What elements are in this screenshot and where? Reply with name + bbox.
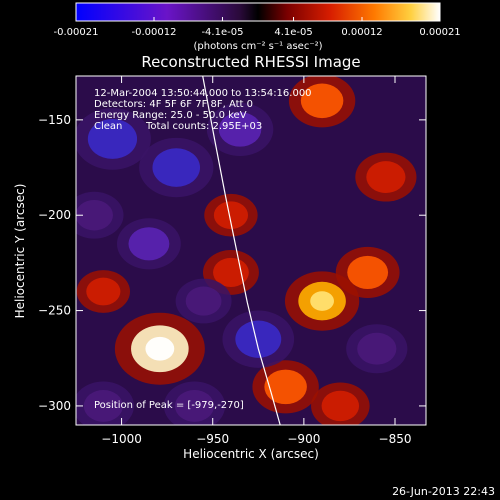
y-axis-label: Heliocentric Y (arcsec) xyxy=(13,184,27,319)
heatmap-blob xyxy=(185,286,222,316)
peak-position-label: Position of Peak = [-979,-270] xyxy=(94,400,244,411)
colorbar xyxy=(76,3,440,21)
y-tick-label: −300 xyxy=(38,399,71,413)
heatmap-blob xyxy=(347,255,389,290)
y-tick-label: −250 xyxy=(38,304,71,318)
info-time-range: 12-Mar-2004 13:50:44.000 to 13:54:16.000 xyxy=(94,88,312,99)
solar-limb-line xyxy=(202,76,281,425)
heatmap-blob xyxy=(264,369,307,405)
heatmap-blob xyxy=(357,332,397,365)
heatmap-blob xyxy=(300,83,344,119)
heatmap-blob xyxy=(76,199,113,231)
plot-frame xyxy=(75,75,427,426)
info-total-counts: Total counts: 2.95E+03 xyxy=(145,121,262,132)
heatmap-blob xyxy=(235,320,282,358)
heatmap-blob xyxy=(366,161,406,193)
y-tick-label: −150 xyxy=(38,113,71,127)
axis-ticks: −1000 −950 −900 −850 −150 −200 −250 −300 xyxy=(38,76,426,446)
heatmap-blob xyxy=(128,227,170,261)
heatmap-blob xyxy=(218,112,262,147)
heatmap-blob xyxy=(83,390,123,422)
heatmap-blob xyxy=(213,201,249,230)
x-tick-label: −950 xyxy=(196,432,229,446)
colorbar-tick-label: -0.00021 xyxy=(54,27,99,38)
colorbar-ticks: -0.00021 -0.00012 -4.1e-05 4.1e-05 0.00012 0.… xyxy=(54,17,461,38)
info-energy: Energy Range: 25.0 - 50.0 keV xyxy=(94,110,247,121)
footer-date: 26-Jun-2013 22:43 xyxy=(392,485,495,498)
x-tick-label: −900 xyxy=(287,432,320,446)
colorbar-tick-label: 4.1e-05 xyxy=(274,27,312,38)
heatmap-blob xyxy=(87,118,138,159)
heatmap-blob xyxy=(174,390,215,422)
info-method: Clean xyxy=(94,121,122,132)
x-axis-label: Heliocentric X (arcsec) xyxy=(183,447,319,461)
colorbar-tick-label: 0.00012 xyxy=(341,27,382,38)
colorbar-tick-label: 0.00021 xyxy=(419,27,460,38)
plot-area: −1000 −950 −900 −850 −150 −200 −250 −300 xyxy=(38,75,427,446)
heatmap-field xyxy=(76,76,417,425)
heatmap-blob-core xyxy=(145,336,175,361)
colorbar-frame xyxy=(75,2,441,22)
x-tick-label: −850 xyxy=(379,432,412,446)
colorbar-tick-label: -0.00012 xyxy=(132,27,177,38)
chart-title: Reconstructed RHESSI Image xyxy=(141,53,360,71)
y-tick-label: −200 xyxy=(38,208,71,222)
colorbar-unit-label: (photons cm⁻² s⁻¹ asec⁻²) xyxy=(193,41,322,52)
colorbar-tick-label: -4.1e-05 xyxy=(201,27,243,38)
heatmap-blob xyxy=(152,148,201,187)
heatmap-blob xyxy=(321,390,360,422)
info-detectors: Detectors: 4F 5F 6F 7F 8F, Att 0 xyxy=(94,99,253,110)
heatmap-blob-core xyxy=(310,291,334,311)
heatmap-blob xyxy=(86,277,121,306)
x-tick-label: −1000 xyxy=(101,432,142,446)
